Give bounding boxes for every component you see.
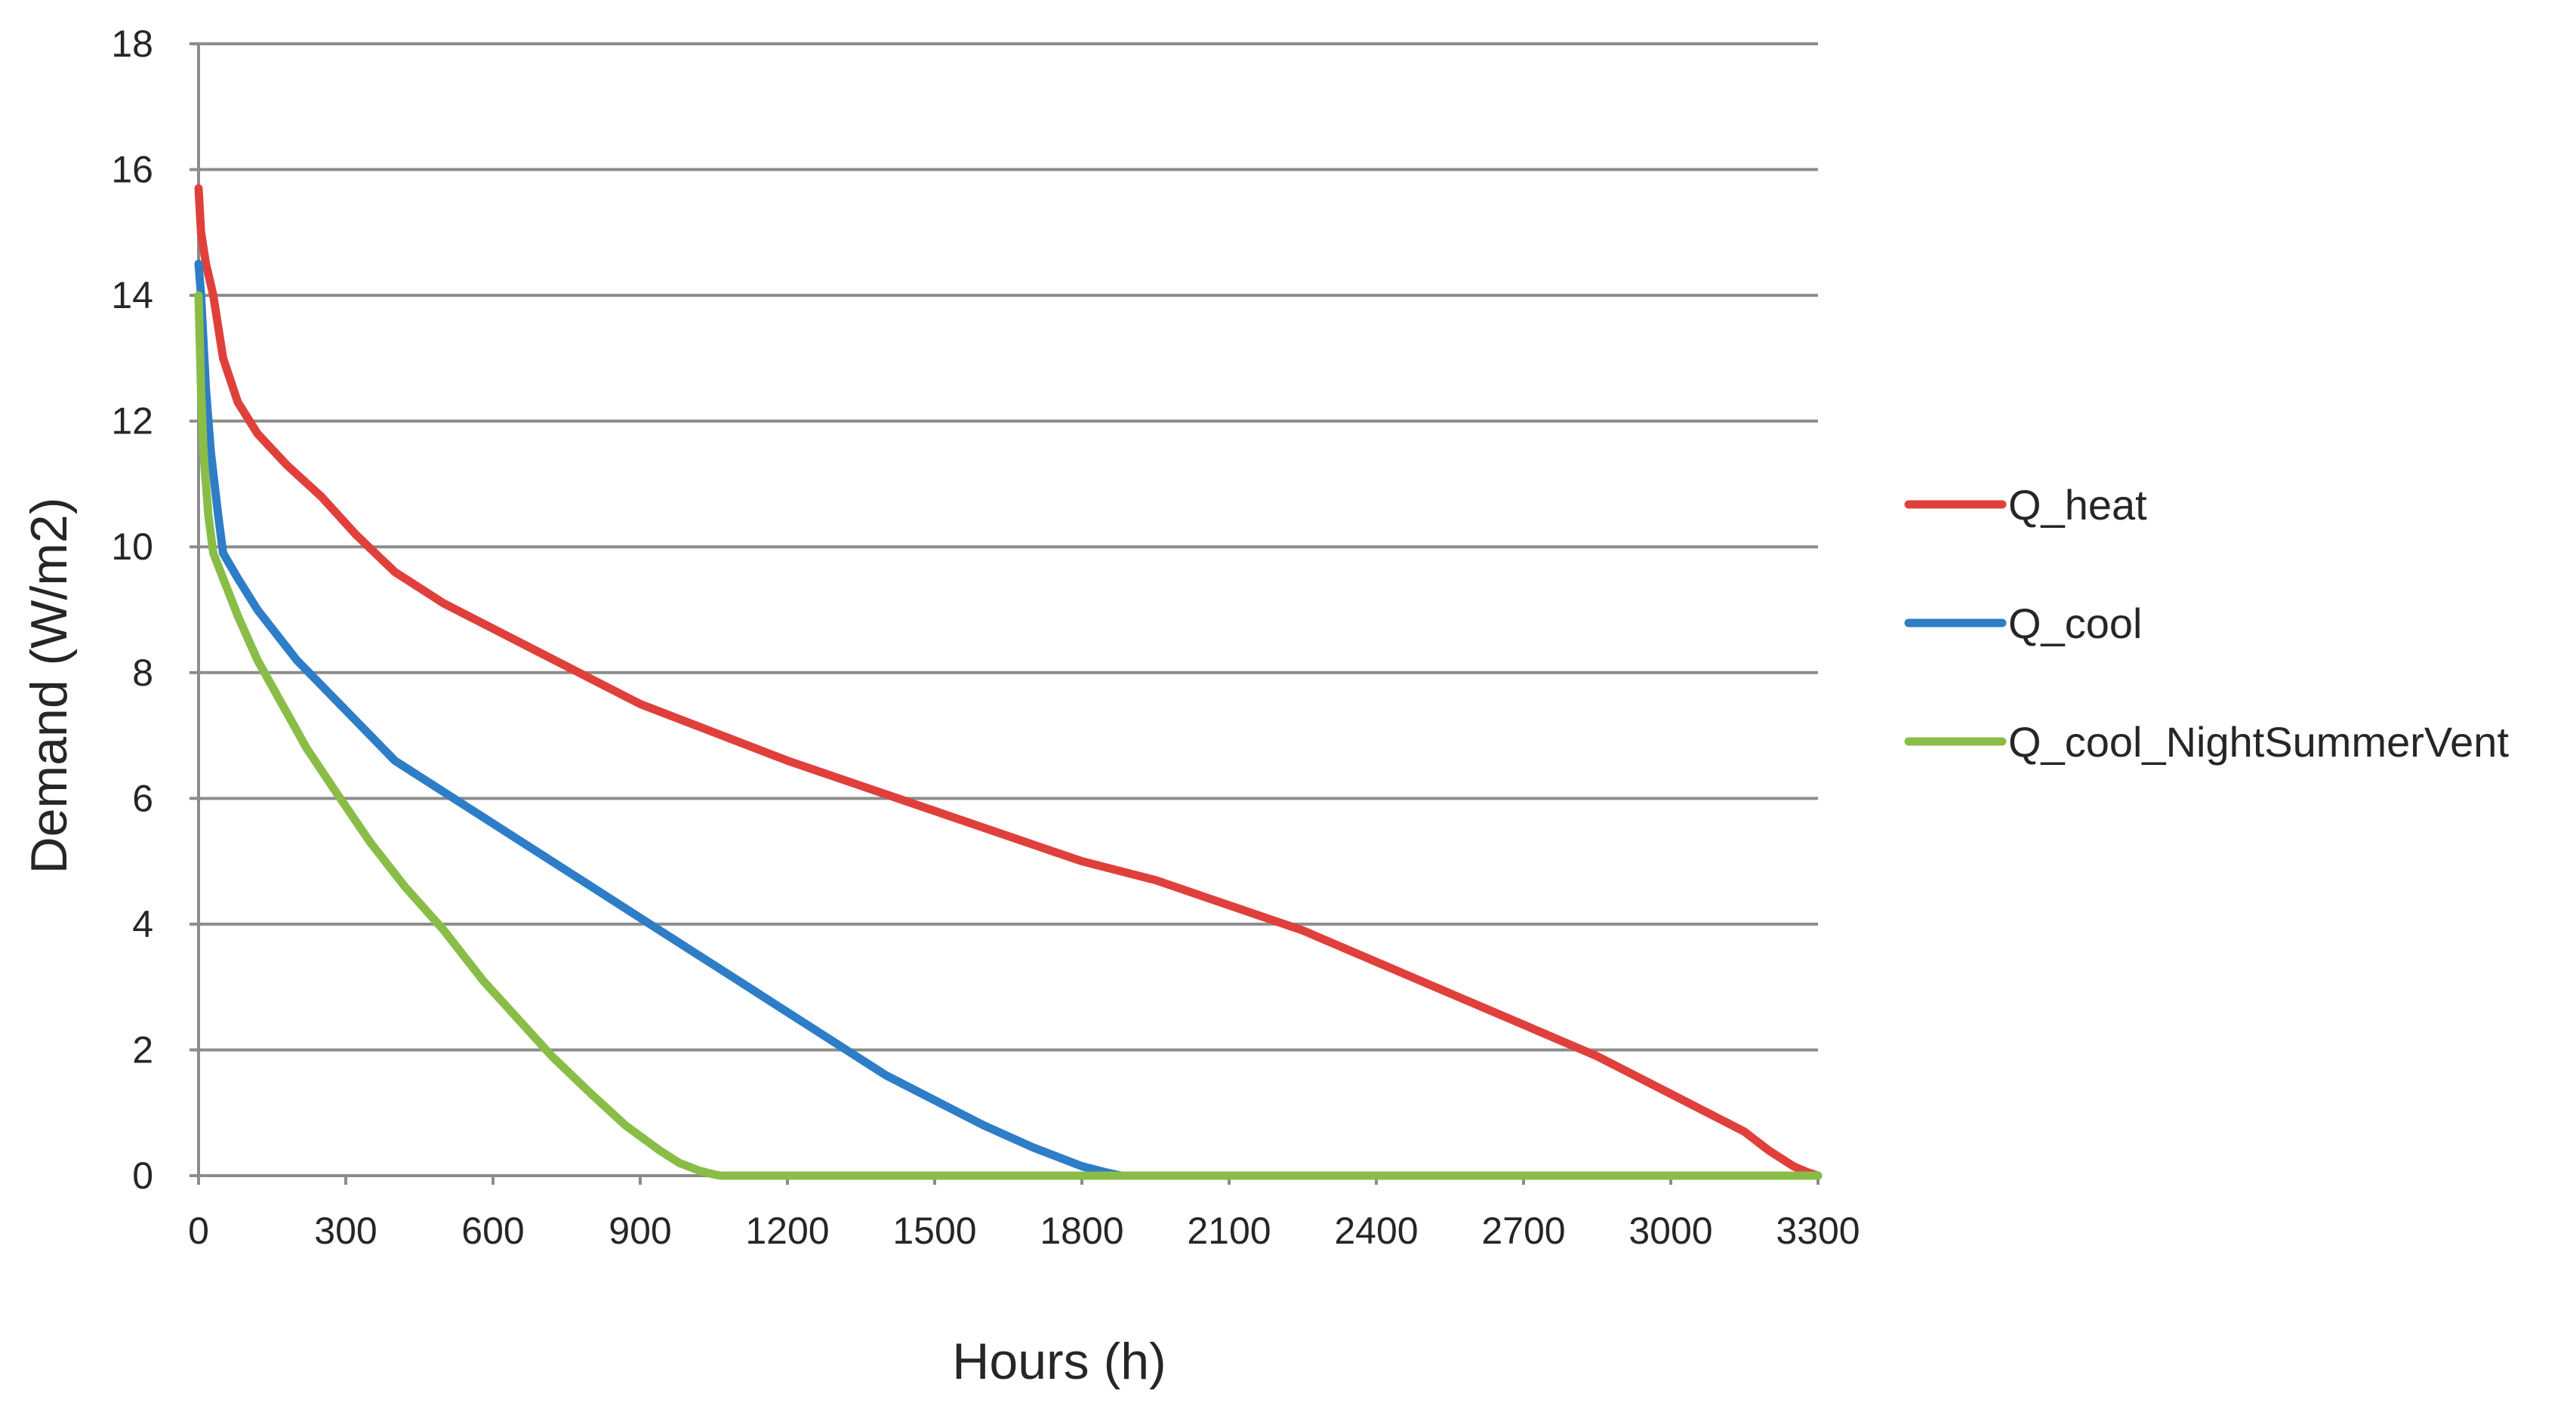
y-axis-title: Demand (W/m2) (20, 498, 78, 874)
x-tick-labels: 0 300 600 900 1200 1500 1800 2100 2400 2700 3000 33… (188, 1210, 1860, 1252)
x-tick-label: 1200 (745, 1210, 829, 1252)
x-tick-label: 2700 (1481, 1210, 1565, 1252)
legend-label-Q_cool_NightSummerVent: Q_cool_NightSummerVent (2008, 718, 2509, 766)
x-tick-label: 2400 (1334, 1210, 1418, 1252)
x-tick-label: 1800 (1040, 1210, 1123, 1252)
y-tick-label: 4 (132, 903, 153, 945)
y-tick-label: 0 (132, 1155, 153, 1197)
y-tick-label: 10 (111, 526, 153, 568)
series-line-Q_cool_NightSummerVent (194, 291, 1823, 1180)
y-tick-label: 14 (111, 274, 153, 316)
y-tick-label: 12 (111, 400, 153, 442)
y-tick-label: 18 (111, 23, 153, 65)
x-tick-label: 300 (314, 1210, 377, 1252)
x-tick-label: 600 (461, 1210, 524, 1252)
gridlines (199, 42, 1818, 1052)
series-line-Q_heat (194, 184, 1823, 1180)
x-tick-label: 900 (609, 1210, 671, 1252)
series-lines (194, 184, 1823, 1180)
y-tick-label: 16 (111, 149, 153, 191)
y-tick-label: 2 (132, 1028, 153, 1071)
y-tick-labels: 0 2 4 6 8 10 12 14 16 18 (111, 23, 153, 1197)
x-tick-label: 3000 (1628, 1210, 1712, 1252)
y-tick-label: 8 (132, 652, 153, 694)
x-tick-label: 2100 (1187, 1210, 1271, 1252)
legend: Q_heat Q_cool Q_cool_NightSummerVent (1904, 481, 2509, 766)
series-line-Q_cool (194, 260, 1823, 1180)
legend-label-Q_heat: Q_heat (2008, 481, 2147, 529)
x-tick-label: 1500 (892, 1210, 976, 1252)
x-tick-label: 3300 (1776, 1210, 1860, 1252)
y-tick-label: 6 (132, 777, 153, 819)
x-tick-label: 0 (188, 1210, 209, 1252)
legend-label-Q_cool: Q_cool (2008, 600, 2142, 647)
x-axis-title: Hours (h) (952, 1333, 1166, 1390)
axes (190, 42, 1820, 1185)
